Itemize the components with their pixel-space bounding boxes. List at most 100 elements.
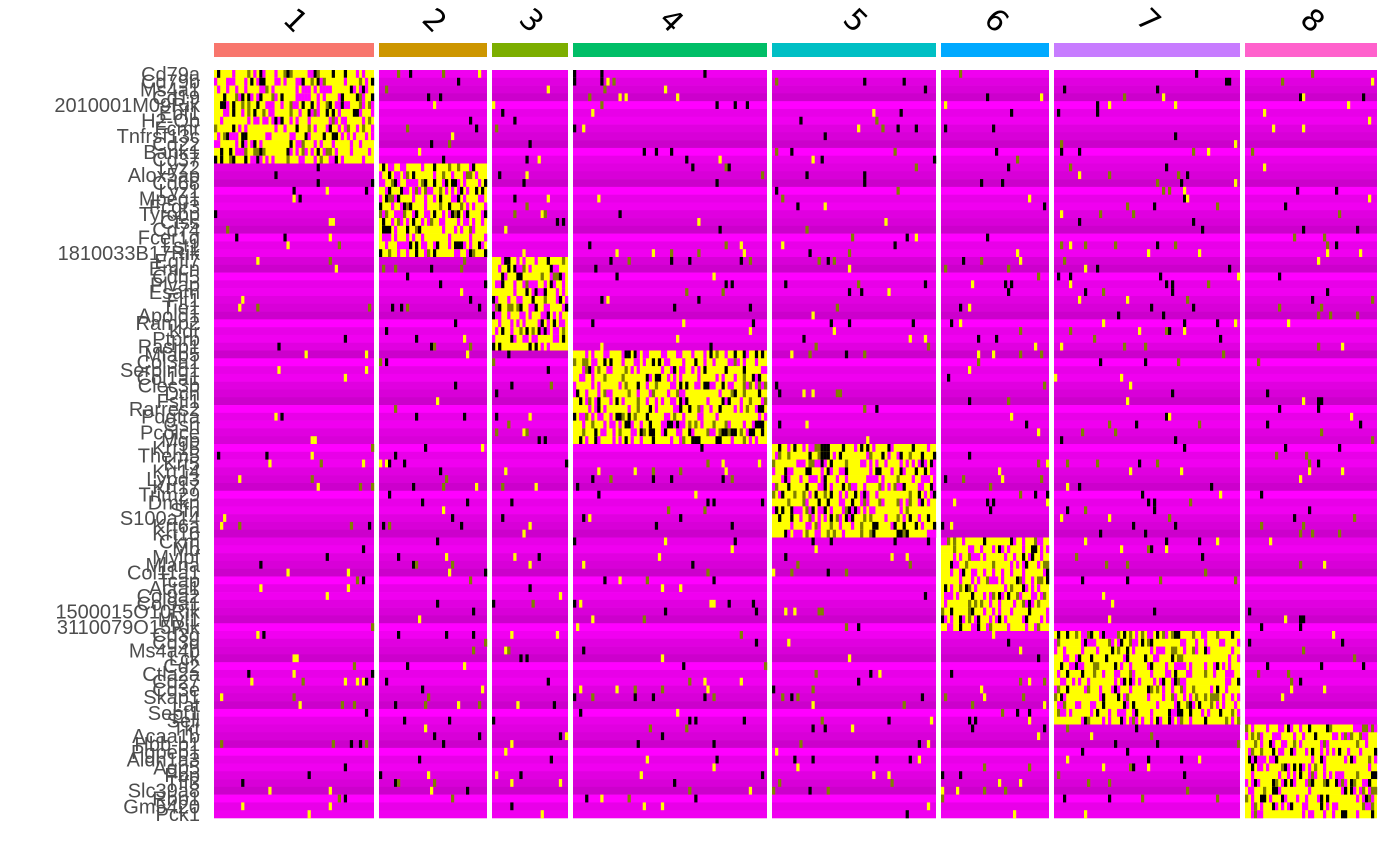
heat-cell xyxy=(1263,108,1267,118)
heat-row-band xyxy=(941,397,1049,406)
heat-cell xyxy=(412,482,416,492)
heat-cell xyxy=(730,389,734,398)
heat-cell xyxy=(796,202,800,211)
heat-cell xyxy=(1326,249,1330,258)
heat-cell xyxy=(1231,646,1235,655)
heat-cell xyxy=(400,186,404,195)
heat-cell xyxy=(1308,771,1312,780)
heat-cell xyxy=(525,280,529,289)
heat-row-band xyxy=(1054,389,1240,398)
cluster-label-5: 5 xyxy=(836,2,874,40)
heat-row-band xyxy=(379,654,487,663)
heat-cell xyxy=(469,225,473,234)
heat-cell xyxy=(507,420,511,429)
heat-row-band xyxy=(379,288,487,297)
heat-row-band xyxy=(941,701,1049,710)
heat-cell xyxy=(823,459,827,468)
heat-cell xyxy=(748,381,753,390)
heat-row-band xyxy=(1245,179,1377,188)
heat-cell xyxy=(1093,662,1097,671)
heat-cell xyxy=(481,186,485,195)
heat-cell xyxy=(724,241,728,250)
heat-cell xyxy=(397,210,401,219)
heat-cell xyxy=(346,124,351,133)
heat-row-band xyxy=(772,163,936,172)
heat-row-band xyxy=(214,358,374,367)
heat-cell xyxy=(445,553,449,562)
heat-cell xyxy=(352,85,357,94)
heat-row-band xyxy=(492,623,568,632)
heat-cell xyxy=(838,451,843,460)
heat-cell xyxy=(657,358,662,367)
heat-cell xyxy=(418,147,422,157)
gene-label: 3110079O15Rik xyxy=(57,617,201,639)
heat-cell xyxy=(1308,506,1312,515)
heat-cell xyxy=(594,436,598,445)
heat-cell xyxy=(995,576,999,585)
heat-cell xyxy=(1087,716,1091,725)
gene-label: Mb xyxy=(172,539,200,561)
heat-cell xyxy=(872,529,876,538)
heat-cell xyxy=(394,179,398,188)
heat-cell xyxy=(905,506,909,515)
heat-row-band xyxy=(573,631,767,640)
heat-cell xyxy=(992,498,996,507)
heat-cell xyxy=(1317,397,1321,406)
heat-row-band xyxy=(379,93,487,102)
heat-cell xyxy=(262,147,266,157)
heat-cell xyxy=(1117,669,1121,679)
heat-cell xyxy=(328,786,332,795)
heat-cell xyxy=(630,436,634,445)
heat-cell xyxy=(406,233,410,242)
heat-cell xyxy=(1216,693,1220,702)
cluster-bar-2 xyxy=(379,43,487,57)
gene-label: Serping1 xyxy=(120,360,200,382)
heat-cell xyxy=(685,288,689,297)
heat-cell xyxy=(832,257,836,266)
heat-cell xyxy=(884,459,888,468)
heat-row-band xyxy=(1054,155,1240,164)
heat-cell xyxy=(1081,428,1085,437)
heat-cell xyxy=(349,740,354,749)
heat-cell xyxy=(582,412,586,421)
heat-cell xyxy=(820,459,824,468)
heat-cell xyxy=(364,186,369,195)
heat-row-band xyxy=(573,163,767,172)
heat-row-band xyxy=(214,724,374,733)
heat-cell xyxy=(1016,576,1020,585)
heat-cell xyxy=(1165,280,1169,289)
heat-cell xyxy=(673,366,677,375)
heat-row-band xyxy=(214,155,374,164)
heat-cell xyxy=(1016,592,1020,601)
heat-cell xyxy=(415,179,419,188)
heat-cell xyxy=(319,85,323,94)
heat-cell xyxy=(1293,771,1297,780)
heat-cell xyxy=(727,599,731,608)
heat-cell xyxy=(829,482,833,492)
heat-row-band xyxy=(214,685,374,694)
heat-cell xyxy=(805,506,809,515)
heat-row-band xyxy=(492,490,568,499)
heat-cell xyxy=(820,451,824,460)
heat-cell xyxy=(588,366,592,375)
heat-cell xyxy=(1308,810,1312,819)
heat-cell xyxy=(663,85,668,94)
heat-cell xyxy=(1237,693,1241,702)
heat-cell xyxy=(361,155,366,164)
heat-cell xyxy=(1156,716,1160,725)
heat-row-band xyxy=(772,451,936,460)
heat-row-band xyxy=(492,272,568,281)
gene-label: Fcer1g xyxy=(138,228,200,250)
heat-cell xyxy=(235,233,239,242)
heat-cell xyxy=(406,218,410,227)
heat-cell xyxy=(403,202,407,211)
heat-cell xyxy=(863,77,867,86)
heat-cell xyxy=(1263,794,1267,803)
heat-row-band xyxy=(214,638,374,647)
heat-cell xyxy=(475,186,479,195)
heat-row-band xyxy=(1054,708,1240,718)
heat-cell xyxy=(1362,779,1366,788)
heat-row-band xyxy=(573,405,767,414)
heat-cell xyxy=(579,436,583,445)
